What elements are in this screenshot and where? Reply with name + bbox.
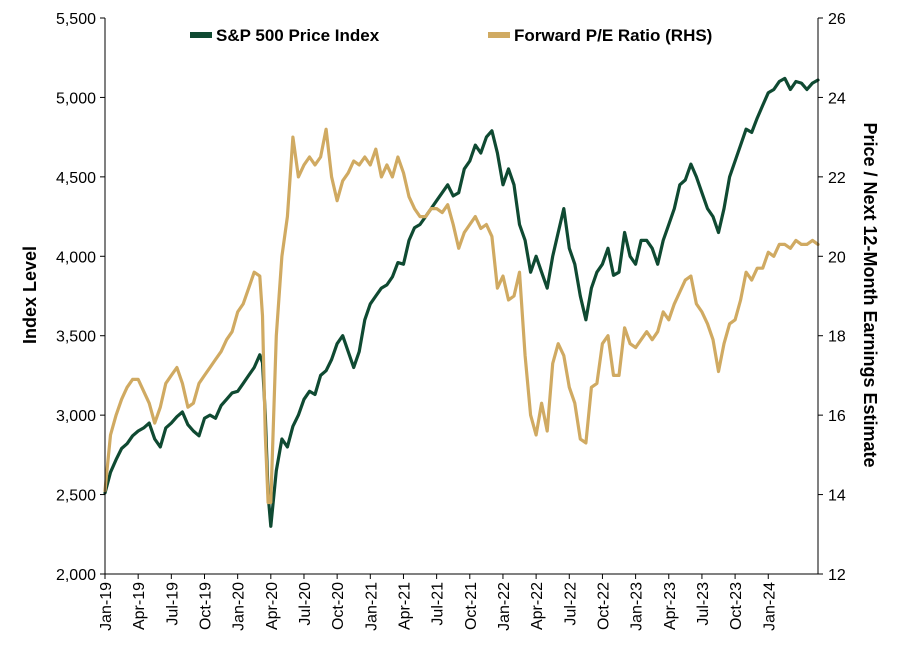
x-tick-label: Apr-22 bbox=[529, 582, 546, 630]
x-tick-label: Jul-21 bbox=[430, 582, 447, 626]
x-tick-label: Jul-22 bbox=[562, 582, 579, 626]
y-tick-label-left: 5,000 bbox=[56, 90, 96, 107]
x-tick-label: Oct-20 bbox=[330, 582, 347, 630]
x-tick-label: Jul-20 bbox=[297, 582, 314, 626]
y-axis-left: 2,000 2,500 3,000 3,500 4,000 4,500 5,000 5,500 bbox=[56, 11, 106, 584]
y-axis-title-right: Price / Next 12-Month Earnings Estimate bbox=[860, 122, 880, 467]
x-tick-label: Jan-23 bbox=[629, 582, 646, 631]
x-tick-label: Jan-21 bbox=[363, 582, 380, 631]
y-tick-label-right: 14 bbox=[828, 488, 846, 505]
legend-label-sp500: S&P 500 Price Index bbox=[216, 26, 380, 45]
x-axis: Jan-19 Apr-19 Jul-19 Oct-19 Jan-20 Apr-20 Jul-… bbox=[98, 573, 818, 631]
plot-area bbox=[103, 76, 820, 528]
y-tick-label-right: 20 bbox=[828, 249, 846, 266]
y-tick-label-left: 3,000 bbox=[56, 408, 96, 425]
y-tick-label-right: 18 bbox=[828, 329, 846, 346]
y-tick-label-left: 2,000 bbox=[56, 567, 96, 584]
legend-label-pe: Forward P/E Ratio (RHS) bbox=[514, 26, 712, 45]
y-tick-label-right: 16 bbox=[828, 408, 846, 425]
y-tick-label-right: 24 bbox=[828, 90, 846, 107]
series-line-forward-pe bbox=[103, 127, 820, 505]
y-axis-right: 12 14 16 18 20 22 24 26 bbox=[817, 11, 846, 584]
y-tick-label-right: 26 bbox=[828, 11, 846, 28]
y-tick-label-left: 3,500 bbox=[56, 329, 96, 346]
x-tick-label: Jan-20 bbox=[231, 582, 248, 631]
y-tick-label-left: 4,000 bbox=[56, 249, 96, 266]
x-tick-label: Oct-23 bbox=[728, 582, 745, 630]
x-tick-label: Oct-22 bbox=[595, 582, 612, 630]
x-tick-label: Jul-23 bbox=[695, 582, 712, 626]
x-tick-label: Jul-19 bbox=[164, 582, 181, 626]
x-tick-label: Apr-19 bbox=[131, 582, 148, 630]
x-tick-label: Jan-24 bbox=[761, 582, 778, 631]
series-line-sp500 bbox=[103, 76, 820, 528]
y-axis-title-left: Index Level bbox=[20, 246, 40, 344]
x-tick-label: Oct-19 bbox=[197, 582, 214, 630]
x-tick-label: Apr-23 bbox=[662, 582, 679, 630]
x-tick-label: Jan-22 bbox=[496, 582, 513, 631]
y-tick-label-right: 12 bbox=[828, 567, 846, 584]
x-tick-label: Jan-19 bbox=[98, 582, 115, 631]
legend: S&P 500 Price Index Forward P/E Ratio (R… bbox=[190, 26, 712, 45]
x-tick-label: Apr-20 bbox=[264, 582, 281, 630]
x-tick-label: Oct-21 bbox=[463, 582, 480, 630]
y-tick-label-right: 22 bbox=[828, 170, 846, 187]
y-tick-label-left: 4,500 bbox=[56, 170, 96, 187]
y-tick-label-left: 5,500 bbox=[56, 11, 96, 28]
y-tick-label-left: 2,500 bbox=[56, 488, 96, 505]
x-tick-label: Apr-21 bbox=[396, 582, 413, 630]
